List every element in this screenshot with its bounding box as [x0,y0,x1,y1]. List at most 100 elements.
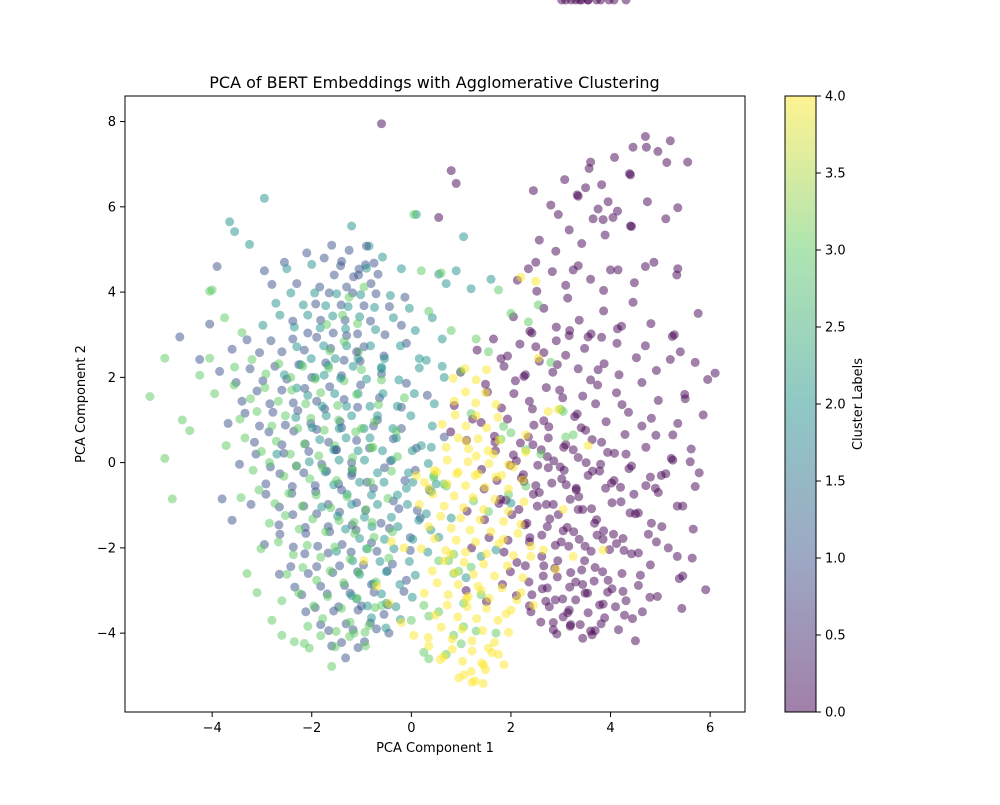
data-point-cluster-3 [316,631,326,641]
data-point-cluster-0 [589,576,599,586]
data-point-cluster-0 [543,463,553,473]
colorbar-tick-label: 0.0 [825,706,846,721]
data-point-cluster-0 [662,158,672,167]
data-point-cluster-2 [317,401,327,411]
data-point-cluster-1 [227,344,237,354]
x-tick-label: −2 [302,721,321,736]
data-point-cluster-3 [280,411,290,421]
data-point-cluster-0 [614,625,623,635]
data-point-cluster-2 [446,513,456,523]
data-point-cluster-1 [293,406,303,416]
data-point-cluster-1 [401,378,411,388]
data-point-cluster-1 [267,279,277,289]
data-point-cluster-2 [298,300,308,310]
data-point-cluster-0 [550,540,560,550]
data-point-cluster-0 [586,274,596,284]
data-point-cluster-4 [436,511,446,521]
data-point-cluster-2 [451,266,461,276]
data-point-cluster-0 [559,465,569,475]
data-point-cluster-2 [439,372,449,382]
data-point-cluster-0 [612,539,621,549]
data-point-cluster-4 [459,670,469,680]
data-point-cluster-3 [446,326,456,335]
data-point-cluster-3 [280,511,290,520]
data-point-cluster-0 [581,425,591,435]
data-point-cluster-0 [672,551,682,561]
data-point-cluster-1 [261,489,271,499]
data-point-cluster-4 [439,556,449,566]
colorbar-tick-label: 1.0 [825,552,846,567]
data-point-cluster-4 [441,442,451,452]
data-point-cluster-0 [434,213,444,222]
data-point-cluster-0 [613,206,622,216]
colorbar-tick-label: 2.0 [825,398,846,413]
data-point-cluster-0 [641,481,651,491]
data-point-cluster-2 [506,498,516,508]
data-point-cluster-0 [703,375,713,384]
data-point-cluster-3 [409,210,419,219]
data-point-cluster-1 [288,510,298,520]
data-point-cluster-0 [548,499,558,509]
data-point-cluster-0 [587,504,597,514]
data-point-cluster-1 [356,380,366,390]
data-point-cluster-0 [549,456,559,466]
data-point-cluster-4 [473,469,483,479]
data-point-cluster-2 [403,468,413,478]
data-point-cluster-3 [399,393,409,403]
data-point-cluster-0 [593,204,603,214]
data-point-cluster-2 [321,411,331,421]
data-point-cluster-0 [607,498,617,508]
data-point-cluster-0 [618,586,628,596]
data-point-cluster-4 [467,646,477,656]
data-point-cluster-2 [332,289,342,299]
data-point-cluster-0 [640,341,650,351]
data-point-cluster-3 [333,401,343,410]
data-point-cluster-0 [539,561,549,571]
data-point-cluster-0 [481,379,490,389]
data-point-cluster-3 [252,588,262,598]
data-point-cluster-0 [573,191,583,201]
data-point-cluster-0 [605,545,614,555]
data-point-cluster-0 [619,545,629,555]
data-point-cluster-4 [419,588,429,598]
data-point-cluster-2 [334,455,344,465]
data-point-cluster-3 [350,528,360,538]
data-point-cluster-4 [359,556,369,566]
data-point-cluster-3 [205,353,215,363]
data-point-cluster-0 [514,505,524,514]
data-point-cluster-1 [335,561,345,571]
data-point-cluster-0 [571,595,581,605]
data-point-cluster-4 [459,557,469,567]
data-point-cluster-2 [341,524,351,534]
data-point-cluster-1 [274,520,284,530]
data-point-cluster-2 [258,320,268,330]
data-point-cluster-0 [631,353,641,363]
data-point-cluster-0 [499,547,509,557]
data-point-cluster-1 [277,347,287,357]
data-point-cluster-0 [597,437,607,447]
data-point-cluster-3 [324,363,334,373]
data-point-cluster-0 [597,180,607,190]
data-point-cluster-3 [342,492,352,502]
data-point-cluster-0 [690,482,700,491]
data-point-cluster-1 [215,366,225,376]
data-point-cluster-3 [314,451,324,461]
data-point-cluster-4 [461,547,471,557]
points-layer [145,0,720,688]
data-point-cluster-0 [661,214,671,224]
data-point-cluster-0 [539,348,549,358]
data-point-cluster-2 [307,259,317,269]
data-point-cluster-1 [299,468,309,478]
data-point-cluster-3 [345,617,355,627]
data-point-cluster-1 [372,546,382,556]
x-tick-label: −4 [203,721,222,736]
data-point-cluster-4 [439,501,449,511]
colorbar-tick-label: 4.0 [825,90,846,105]
data-point-cluster-4 [521,447,531,457]
data-point-cluster-0 [588,214,598,224]
data-point-cluster-0 [568,265,578,275]
data-point-cluster-3 [273,396,283,406]
data-point-cluster-4 [479,660,489,670]
data-point-cluster-3 [377,600,386,610]
data-point-cluster-0 [609,0,619,5]
